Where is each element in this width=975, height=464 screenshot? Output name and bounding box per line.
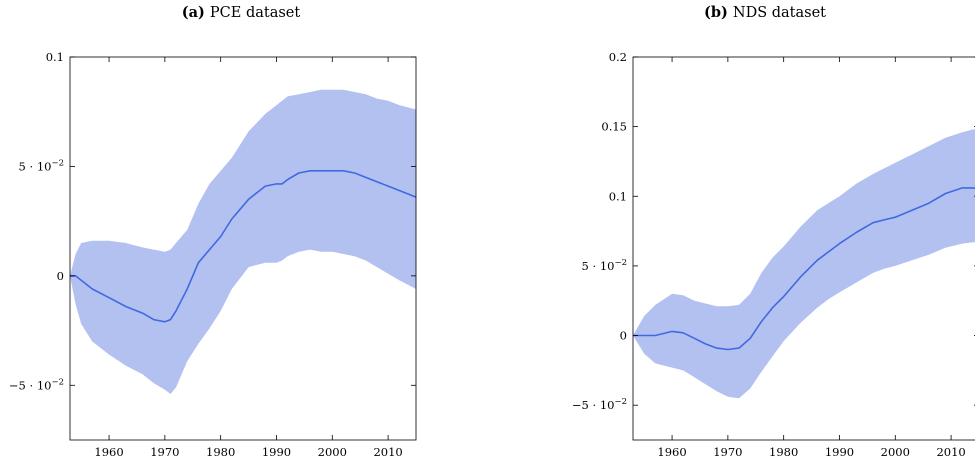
panel-b-y-tick-label: 5 · 10−2 <box>582 258 627 273</box>
panel-a-y-tick-label: 0 <box>57 269 64 283</box>
panel-b-y-tick-label: 0.2 <box>609 50 627 64</box>
panel-b-y-tick-label: −5 · 10−2 <box>572 397 627 412</box>
panel-b-x-tick-label: 1970 <box>713 445 742 459</box>
panel-b-y-tick-label: 0.15 <box>601 120 627 134</box>
panel-b-axes-frame <box>632 56 975 441</box>
panel-b-y-tick-label: 0 <box>620 329 627 343</box>
panel-b-x-ticks: 1960 1970 1980 1990 2000 2010 <box>657 57 966 459</box>
panel-a-y-ticks: −5 · 10−2 0 5 · 10−2 0.1 <box>9 50 416 392</box>
panel-b-confidence-band <box>633 129 975 399</box>
panel-a-axes-frame <box>69 56 417 441</box>
panel-b-x-tick-label: 2010 <box>936 445 965 459</box>
panel-b-title: (b) NDS dataset <box>704 4 826 21</box>
panel-a: (a) PCE dataset 1960 1970 1980 1990 2000 2010 … <box>9 4 417 459</box>
panel-a-confidence-band <box>70 89 416 395</box>
panel-a-x-tick-label: 1980 <box>206 445 235 459</box>
panel-a-x-ticks: 1960 1970 1980 1990 2000 2010 <box>94 57 403 459</box>
panel-a-y-tick-label: −5 · 10−2 <box>9 377 64 392</box>
panel-b-title-text: NDS dataset <box>733 5 826 21</box>
panel-a-x-tick-label: 1960 <box>94 445 123 459</box>
panel-a-y-tick-label: 0.1 <box>46 50 64 64</box>
panel-a-x-tick-label: 2010 <box>373 445 402 459</box>
panel-b-x-tick-label: 1980 <box>769 445 798 459</box>
panel-b-x-tick-label: 1960 <box>657 445 686 459</box>
panel-b-mean-line <box>633 187 975 351</box>
panel-a-x-tick-label: 1990 <box>262 445 291 459</box>
panel-a-x-tick-label: 2000 <box>318 445 347 459</box>
panel-b-y-tick-label: 0.1 <box>609 189 627 203</box>
panel-a-x-tick-label: 1970 <box>150 445 179 459</box>
panel-b-x-tick-label: 1990 <box>825 445 854 459</box>
panel-b-y-ticks: −5 · 10−2 0 5 · 10−2 0.1 0.15 0.2 <box>572 50 975 412</box>
panel-a-y-tick-label: 5 · 10−2 <box>19 158 64 173</box>
panel-a-title: (a) PCE dataset <box>182 4 301 21</box>
panel-b-title-label: (b) <box>704 4 728 21</box>
panel-b-x-tick-label: 2000 <box>881 445 910 459</box>
panel-a-title-label: (a) <box>182 4 205 21</box>
panel-b: (b) NDS dataset 1960 1970 1980 1990 2000 2010 … <box>572 4 975 459</box>
panel-a-title-text: PCE dataset <box>210 5 300 21</box>
panel-a-mean-line <box>70 170 416 323</box>
